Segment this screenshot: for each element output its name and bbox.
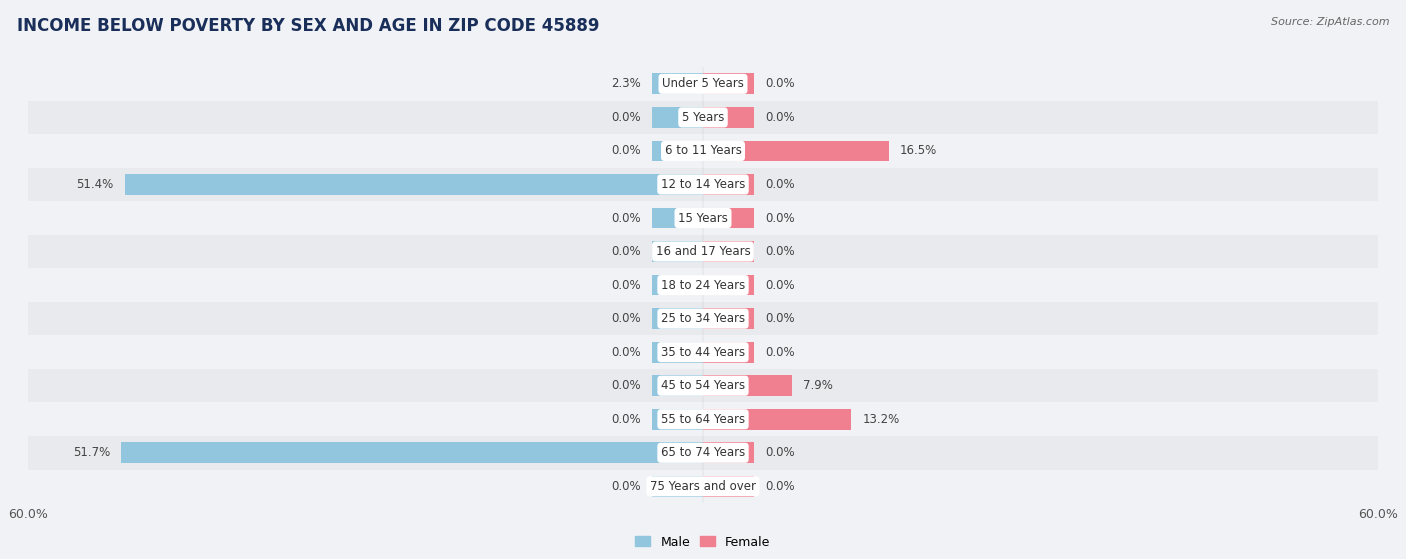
Bar bbox=[703, 476, 754, 497]
Bar bbox=[703, 342, 754, 363]
Text: 25 to 34 Years: 25 to 34 Years bbox=[661, 312, 745, 325]
Text: 0.0%: 0.0% bbox=[765, 111, 794, 124]
Text: 15 Years: 15 Years bbox=[678, 211, 728, 225]
Bar bbox=[703, 241, 754, 262]
Text: 0.0%: 0.0% bbox=[765, 178, 794, 191]
Text: 0.0%: 0.0% bbox=[765, 480, 794, 493]
Text: 0.0%: 0.0% bbox=[612, 211, 641, 225]
Bar bbox=[703, 174, 754, 195]
Bar bbox=[652, 476, 703, 497]
Text: 0.0%: 0.0% bbox=[765, 312, 794, 325]
Text: 35 to 44 Years: 35 to 44 Years bbox=[661, 345, 745, 359]
Bar bbox=[703, 442, 754, 463]
Bar bbox=[28, 302, 1378, 335]
Text: 18 to 24 Years: 18 to 24 Years bbox=[661, 278, 745, 292]
Bar bbox=[28, 470, 1378, 503]
Text: 0.0%: 0.0% bbox=[612, 111, 641, 124]
Bar bbox=[703, 73, 754, 94]
Text: 16 and 17 Years: 16 and 17 Years bbox=[655, 245, 751, 258]
Bar bbox=[703, 207, 754, 229]
Text: 12 to 14 Years: 12 to 14 Years bbox=[661, 178, 745, 191]
Bar bbox=[652, 241, 703, 262]
Text: 45 to 54 Years: 45 to 54 Years bbox=[661, 379, 745, 392]
Bar bbox=[28, 101, 1378, 134]
Bar bbox=[703, 409, 852, 430]
Bar bbox=[652, 73, 703, 94]
Text: 0.0%: 0.0% bbox=[765, 345, 794, 359]
Text: 51.7%: 51.7% bbox=[73, 446, 110, 459]
Text: 0.0%: 0.0% bbox=[612, 413, 641, 426]
Bar bbox=[28, 335, 1378, 369]
Text: 2.3%: 2.3% bbox=[612, 77, 641, 91]
Text: Under 5 Years: Under 5 Years bbox=[662, 77, 744, 91]
Bar bbox=[652, 274, 703, 296]
Bar bbox=[28, 402, 1378, 436]
Text: 13.2%: 13.2% bbox=[863, 413, 900, 426]
Text: 0.0%: 0.0% bbox=[612, 480, 641, 493]
Bar bbox=[28, 436, 1378, 470]
Bar bbox=[652, 107, 703, 128]
Bar bbox=[125, 174, 703, 195]
Text: INCOME BELOW POVERTY BY SEX AND AGE IN ZIP CODE 45889: INCOME BELOW POVERTY BY SEX AND AGE IN Z… bbox=[17, 17, 599, 35]
Bar bbox=[652, 308, 703, 329]
Bar bbox=[703, 375, 792, 396]
Text: 0.0%: 0.0% bbox=[612, 379, 641, 392]
Bar bbox=[28, 134, 1378, 168]
Bar bbox=[28, 268, 1378, 302]
Bar bbox=[28, 67, 1378, 101]
Text: 7.9%: 7.9% bbox=[803, 379, 832, 392]
Bar bbox=[703, 308, 754, 329]
Bar bbox=[28, 235, 1378, 268]
Text: 0.0%: 0.0% bbox=[612, 144, 641, 158]
Bar bbox=[652, 409, 703, 430]
Text: 0.0%: 0.0% bbox=[612, 312, 641, 325]
Bar bbox=[28, 369, 1378, 402]
Bar bbox=[703, 107, 754, 128]
Text: 0.0%: 0.0% bbox=[765, 211, 794, 225]
Text: 75 Years and over: 75 Years and over bbox=[650, 480, 756, 493]
Text: 6 to 11 Years: 6 to 11 Years bbox=[665, 144, 741, 158]
Text: 0.0%: 0.0% bbox=[765, 446, 794, 459]
Text: 0.0%: 0.0% bbox=[765, 245, 794, 258]
Bar bbox=[652, 342, 703, 363]
Bar bbox=[28, 168, 1378, 201]
Bar bbox=[28, 201, 1378, 235]
Text: 0.0%: 0.0% bbox=[612, 345, 641, 359]
Text: 0.0%: 0.0% bbox=[612, 245, 641, 258]
Text: Source: ZipAtlas.com: Source: ZipAtlas.com bbox=[1271, 17, 1389, 27]
Text: 16.5%: 16.5% bbox=[900, 144, 936, 158]
Bar bbox=[652, 207, 703, 229]
Text: 0.0%: 0.0% bbox=[612, 278, 641, 292]
Bar bbox=[703, 140, 889, 162]
Text: 65 to 74 Years: 65 to 74 Years bbox=[661, 446, 745, 459]
Text: 5 Years: 5 Years bbox=[682, 111, 724, 124]
Text: 0.0%: 0.0% bbox=[765, 278, 794, 292]
Bar bbox=[652, 140, 703, 162]
Text: 51.4%: 51.4% bbox=[76, 178, 114, 191]
Text: 0.0%: 0.0% bbox=[765, 77, 794, 91]
Text: 55 to 64 Years: 55 to 64 Years bbox=[661, 413, 745, 426]
Legend: Male, Female: Male, Female bbox=[630, 530, 776, 553]
Bar bbox=[121, 442, 703, 463]
Bar bbox=[703, 274, 754, 296]
Bar bbox=[652, 375, 703, 396]
